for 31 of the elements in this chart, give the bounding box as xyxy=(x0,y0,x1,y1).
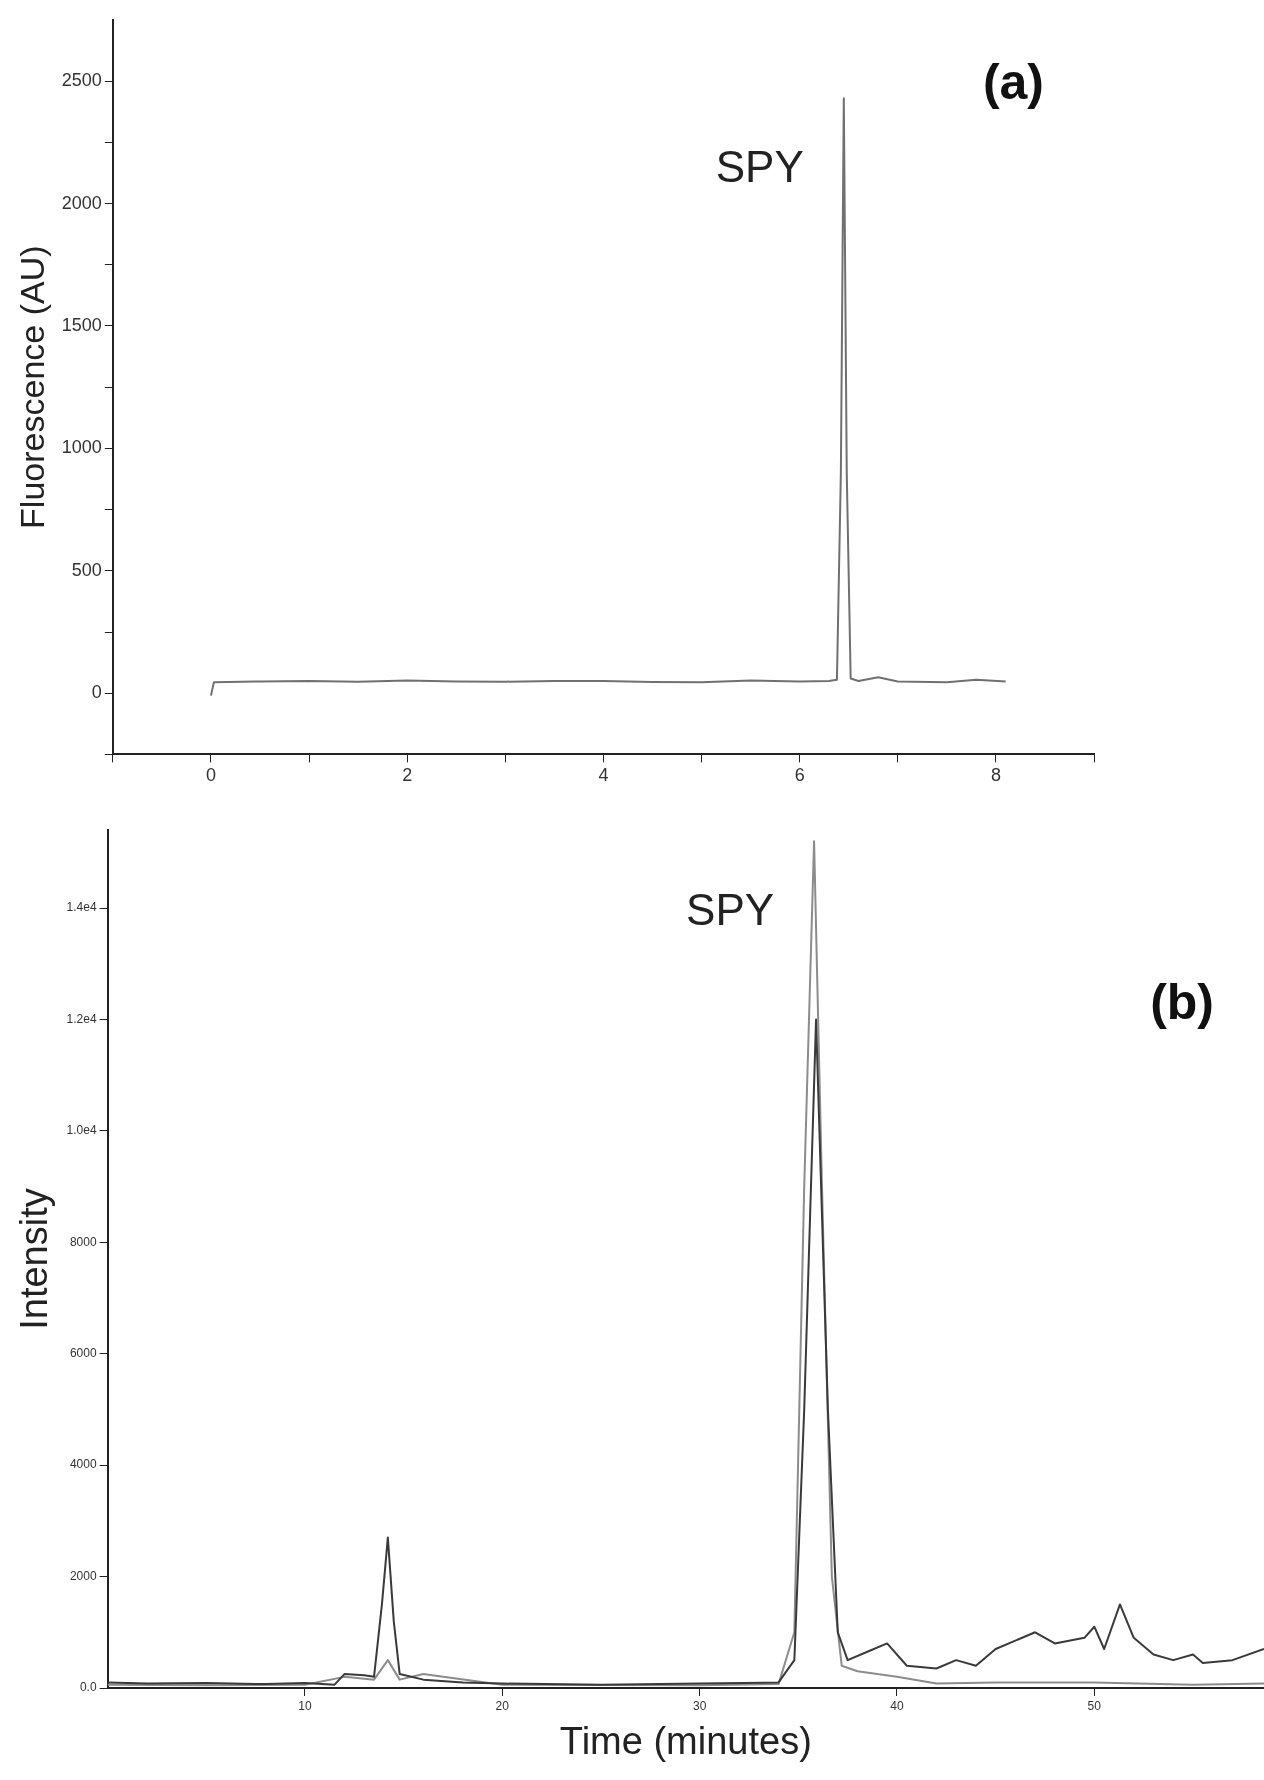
y-tick-label: 2000 xyxy=(69,1568,97,1583)
x-tick-label: 10 xyxy=(298,1698,312,1713)
annotation: (b) xyxy=(1150,973,1214,1030)
x-axis-title: Time (minutes) xyxy=(559,1719,812,1762)
y-tick-label: 1.0e4 xyxy=(66,1123,97,1138)
y-tick-label: 500 xyxy=(71,559,102,580)
x-tick-label: 50 xyxy=(1087,1698,1102,1713)
x-tick-label: 8 xyxy=(990,765,1001,786)
y-tick-label: 2000 xyxy=(61,192,102,213)
y-tick-label: 1500 xyxy=(61,314,102,335)
y-tick-label: 0 xyxy=(91,682,102,703)
x-tick-label: 4 xyxy=(598,765,609,786)
x-tick-label: 30 xyxy=(692,1698,707,1713)
y-axis-title: Intensity xyxy=(13,1188,56,1330)
x-tick-label: 2 xyxy=(402,765,413,786)
y-tick-label: 4000 xyxy=(69,1457,97,1472)
x-tick-label: 40 xyxy=(890,1698,904,1713)
y-tick-label: 8000 xyxy=(69,1234,97,1249)
y-tick-label: 6000 xyxy=(69,1346,97,1361)
y-tick-label: 0.0 xyxy=(79,1680,97,1695)
x-tick-label: 6 xyxy=(794,765,805,786)
annotation: SPY xyxy=(686,885,775,935)
y-tick-label: 2500 xyxy=(61,70,102,91)
y-tick-label: 1000 xyxy=(61,437,102,458)
x-tick-label: 20 xyxy=(495,1698,510,1713)
x-tick-label: 0 xyxy=(205,765,216,786)
y-tick-label: 1.4e4 xyxy=(66,900,97,915)
annotation: (a) xyxy=(982,53,1044,110)
y-tick-label: 1.2e4 xyxy=(66,1011,97,1026)
y-axis-title: Fluorescence (AU) xyxy=(12,245,51,529)
annotation: SPY xyxy=(715,142,804,192)
